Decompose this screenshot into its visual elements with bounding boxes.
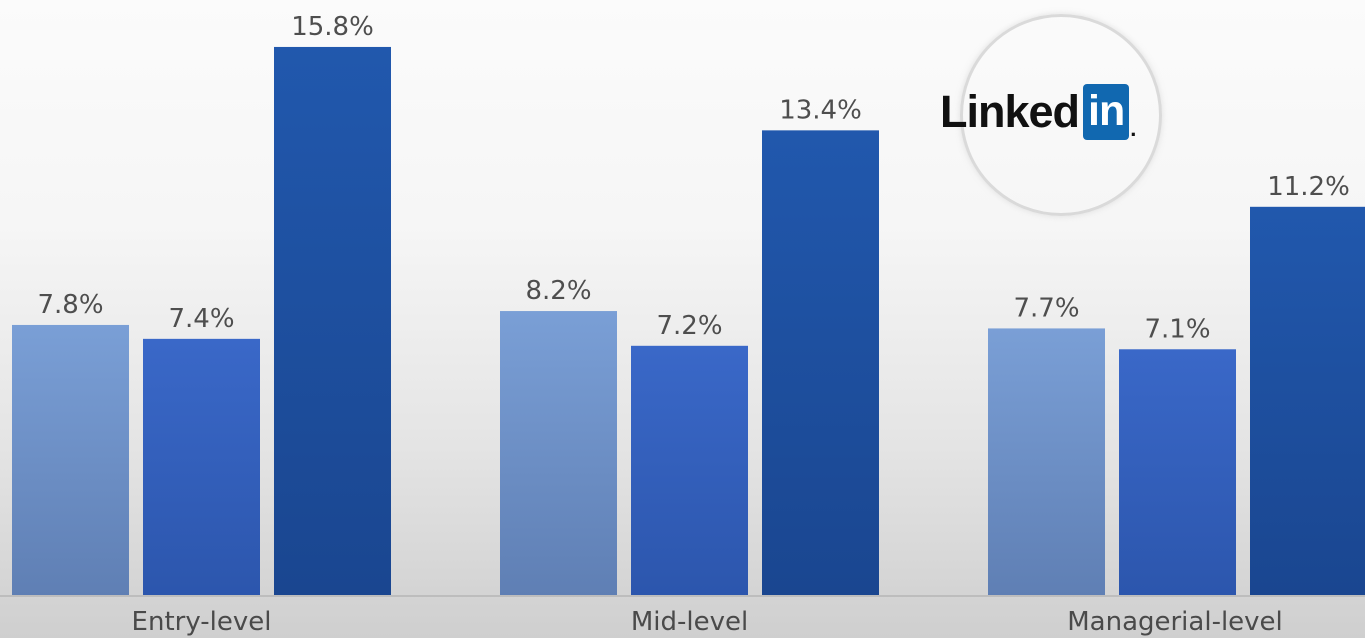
value-label-entry-level-series-2: 7.4% — [168, 304, 234, 334]
bar-managerial-level-series-3 — [1250, 206, 1365, 597]
bar-entry-level-series-3 — [274, 46, 391, 596]
value-label-mid-level-series-2: 7.2% — [656, 311, 722, 341]
bar-managerial-level-series-1 — [988, 328, 1105, 596]
bar-managerial-level-series-2 — [1119, 349, 1236, 596]
value-labels-group: 7.8% 7.4% 15.8% 8.2% 7.2% 13.4% 7.7% 7.1% 11.2% — [37, 12, 1349, 344]
value-label-entry-level-series-3: 15.8% — [291, 12, 374, 42]
value-label-mid-level-series-1: 8.2% — [525, 276, 591, 306]
bar-mid-level-series-3 — [762, 130, 879, 596]
category-label-mid-level: Mid-level — [631, 607, 748, 637]
logo-ring — [960, 14, 1162, 216]
bars-group — [12, 46, 1365, 597]
value-label-managerial-level-series-1: 7.7% — [1013, 293, 1079, 323]
logo-wordmark: Linked — [940, 86, 1080, 137]
bar-entry-level-series-1 — [12, 324, 129, 596]
category-label-managerial-level: Managerial-level — [1067, 607, 1283, 637]
linkedin-logo: Linked in . — [940, 84, 1136, 140]
category-label-entry-level: Entry-level — [132, 607, 272, 637]
logo-dot: . — [1130, 116, 1137, 141]
logo-in-box: in — [1083, 84, 1130, 140]
value-label-entry-level-series-1: 7.8% — [37, 290, 103, 320]
category-labels-group: Entry-level Mid-level Managerial-level — [132, 607, 1283, 637]
bar-mid-level-series-1 — [500, 311, 617, 596]
value-label-managerial-level-series-2: 7.1% — [1144, 314, 1210, 344]
value-label-mid-level-series-3: 13.4% — [779, 95, 862, 125]
value-label-managerial-level-series-3: 11.2% — [1267, 172, 1350, 202]
bar-entry-level-series-2 — [143, 338, 260, 596]
bar-mid-level-series-2 — [631, 345, 748, 596]
